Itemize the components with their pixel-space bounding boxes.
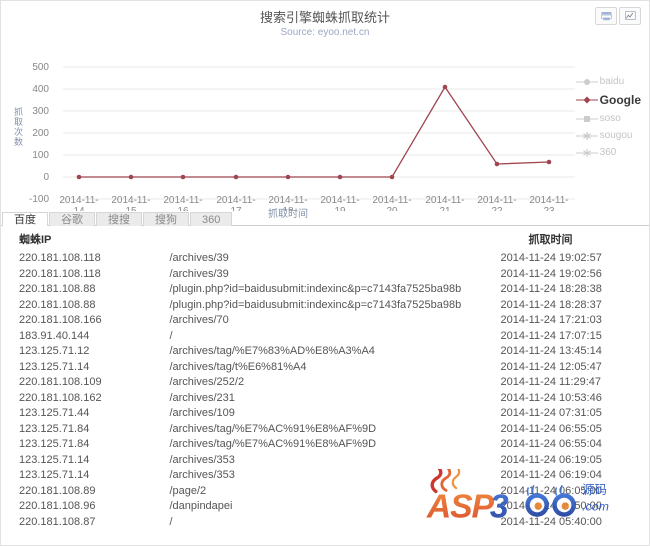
svg-text:-100: -100 (29, 194, 49, 205)
svg-text:0: 0 (43, 172, 49, 183)
svg-text:.com: .com (582, 500, 609, 514)
svg-text:100: 100 (32, 150, 49, 161)
svg-text:3: 3 (490, 487, 509, 523)
svg-text:200: 200 (32, 128, 49, 139)
svg-text:500: 500 (32, 62, 49, 73)
svg-text:源码: 源码 (582, 483, 607, 497)
svg-text:300: 300 (32, 106, 49, 117)
svg-text:400: 400 (32, 84, 49, 95)
svg-text:ASP: ASP (426, 487, 495, 523)
